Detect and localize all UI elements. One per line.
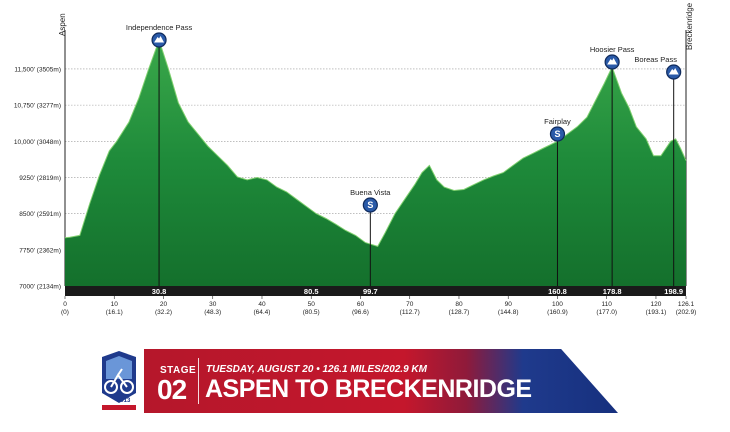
x-tick-label-miles: 10 bbox=[111, 301, 119, 308]
x-tick-label-km: (32.2) bbox=[155, 309, 172, 316]
y-axis-labels: 7000' (2134m) 7750' (2362m) 8500' (2591m) 9… bbox=[14, 66, 61, 290]
km-marker-label: 30.8 bbox=[152, 287, 167, 296]
stage-title: ASPEN TO BRECKENRIDGE bbox=[205, 375, 532, 403]
elevation-profile-chart: 30.8 80.5 99.7 160.8 178.8 198.9 7000' (2134m… bbox=[14, 2, 696, 316]
stage-label: STAGE bbox=[160, 365, 197, 376]
tour-logo bbox=[98, 349, 140, 413]
waypoint-badges: Independence Pass S Buena Vista S Fairplay Ho… bbox=[126, 23, 682, 213]
x-tick-label-miles: 120 bbox=[651, 301, 662, 308]
x-tick-label-km: (160.9) bbox=[547, 309, 568, 316]
stage-number: 02 bbox=[157, 374, 187, 405]
km-marker-label: 99.7 bbox=[363, 287, 378, 296]
x-tick-label-miles: 110 bbox=[602, 301, 613, 308]
mountain-icon bbox=[154, 36, 165, 43]
x-tick-label-miles: 50 bbox=[308, 301, 316, 308]
km-marker-bar bbox=[65, 286, 686, 296]
x-tick-label-km: (64.4) bbox=[253, 309, 270, 316]
x-tick-label-miles: 70 bbox=[406, 301, 414, 308]
x-tick-label-miles: 90 bbox=[505, 301, 513, 308]
banner-divider bbox=[198, 358, 199, 404]
x-tick-label-km: (128.7) bbox=[449, 309, 470, 316]
mountain-icon bbox=[668, 68, 679, 75]
x-tick-label-km: (80.5) bbox=[303, 309, 320, 316]
x-tick-label-km: (202.9) bbox=[676, 309, 697, 316]
stage-banner bbox=[144, 349, 618, 413]
km-marker-labels: 30.8 80.5 99.7 160.8 178.8 198.9 bbox=[152, 287, 683, 296]
kom-badge-icon bbox=[666, 64, 682, 80]
x-axis-labels: 0(0) 10(16.1) 20(32.2) 30(48.3) 40(64.4) 50(8… bbox=[61, 296, 696, 316]
waypoint-label: Independence Pass bbox=[126, 23, 193, 32]
stage-subtitle: TUESDAY, AUGUST 20 • 126.1 MILES/202.9 K… bbox=[206, 364, 427, 375]
waypoint-lines bbox=[158, 47, 675, 286]
x-tick-label-miles: 80 bbox=[455, 301, 463, 308]
mountain-icon bbox=[607, 58, 618, 65]
km-marker-label: 160.8 bbox=[548, 287, 567, 296]
waypoint-label: Boreas Pass bbox=[634, 55, 677, 64]
x-tick-label-miles: 40 bbox=[258, 301, 266, 308]
x-tick-label-km: (96.6) bbox=[352, 309, 369, 316]
kom-badge-icon bbox=[604, 54, 620, 70]
y-tick-label: 10,750' (3277m) bbox=[14, 103, 61, 110]
badge-circle bbox=[549, 126, 566, 142]
kom-badge-icon bbox=[151, 32, 167, 48]
waypoint-label: Fairplay bbox=[544, 117, 571, 126]
y-tick-label: 7000' (2134m) bbox=[19, 284, 61, 291]
cyclist-logo-icon bbox=[102, 351, 136, 410]
x-tick-label-miles: 0 bbox=[63, 301, 67, 308]
x-tick-label-miles: 20 bbox=[160, 301, 168, 308]
km-marker-label: 80.5 bbox=[304, 287, 319, 296]
x-tick-label-km: (112.7) bbox=[400, 309, 420, 316]
y-tick-label: 8500' (2591m) bbox=[19, 211, 61, 218]
sprint-s-icon: S bbox=[554, 129, 560, 139]
logo-year: 2013 bbox=[117, 398, 131, 404]
waypoint-label: Buena Vista bbox=[350, 188, 391, 197]
elevation-profile-area bbox=[65, 40, 686, 287]
km-marker-label: 178.8 bbox=[603, 287, 622, 296]
x-tick-label-miles: 126.1 bbox=[678, 301, 695, 308]
x-tick-label-km: (193.1) bbox=[646, 309, 667, 316]
waypoint-label: Hoosier Pass bbox=[590, 45, 635, 54]
km-marker-label: 198.9 bbox=[664, 287, 683, 296]
finish-location-label: Breckenridge bbox=[685, 2, 694, 50]
sprint-badge-icon: S bbox=[549, 126, 566, 142]
x-tick-label-km: (0) bbox=[61, 309, 69, 316]
x-tick-label-km: (16.1) bbox=[106, 309, 123, 316]
start-location-label: Aspen bbox=[58, 13, 67, 36]
y-tick-label: 9250' (2819m) bbox=[19, 175, 61, 182]
x-tick-label-miles: 60 bbox=[357, 301, 365, 308]
y-tick-label: 10,000' (3048m) bbox=[14, 139, 61, 146]
elevation-profile-edge bbox=[64, 38, 687, 247]
x-tick-label-km: (144.8) bbox=[498, 309, 519, 316]
sprint-badge-icon: S bbox=[362, 197, 378, 213]
y-tick-label: 7750' (2362m) bbox=[19, 247, 61, 254]
y-tick-label: 11,500' (3505m) bbox=[14, 66, 61, 73]
x-tick-label-miles: 30 bbox=[209, 301, 217, 308]
x-tick-label-miles: 100 bbox=[552, 301, 563, 308]
sprint-s-icon: S bbox=[367, 200, 373, 210]
badge-circle bbox=[362, 197, 378, 213]
x-tick-label-km: (48.3) bbox=[204, 309, 221, 316]
x-tick-label-km: (177.0) bbox=[596, 309, 617, 316]
